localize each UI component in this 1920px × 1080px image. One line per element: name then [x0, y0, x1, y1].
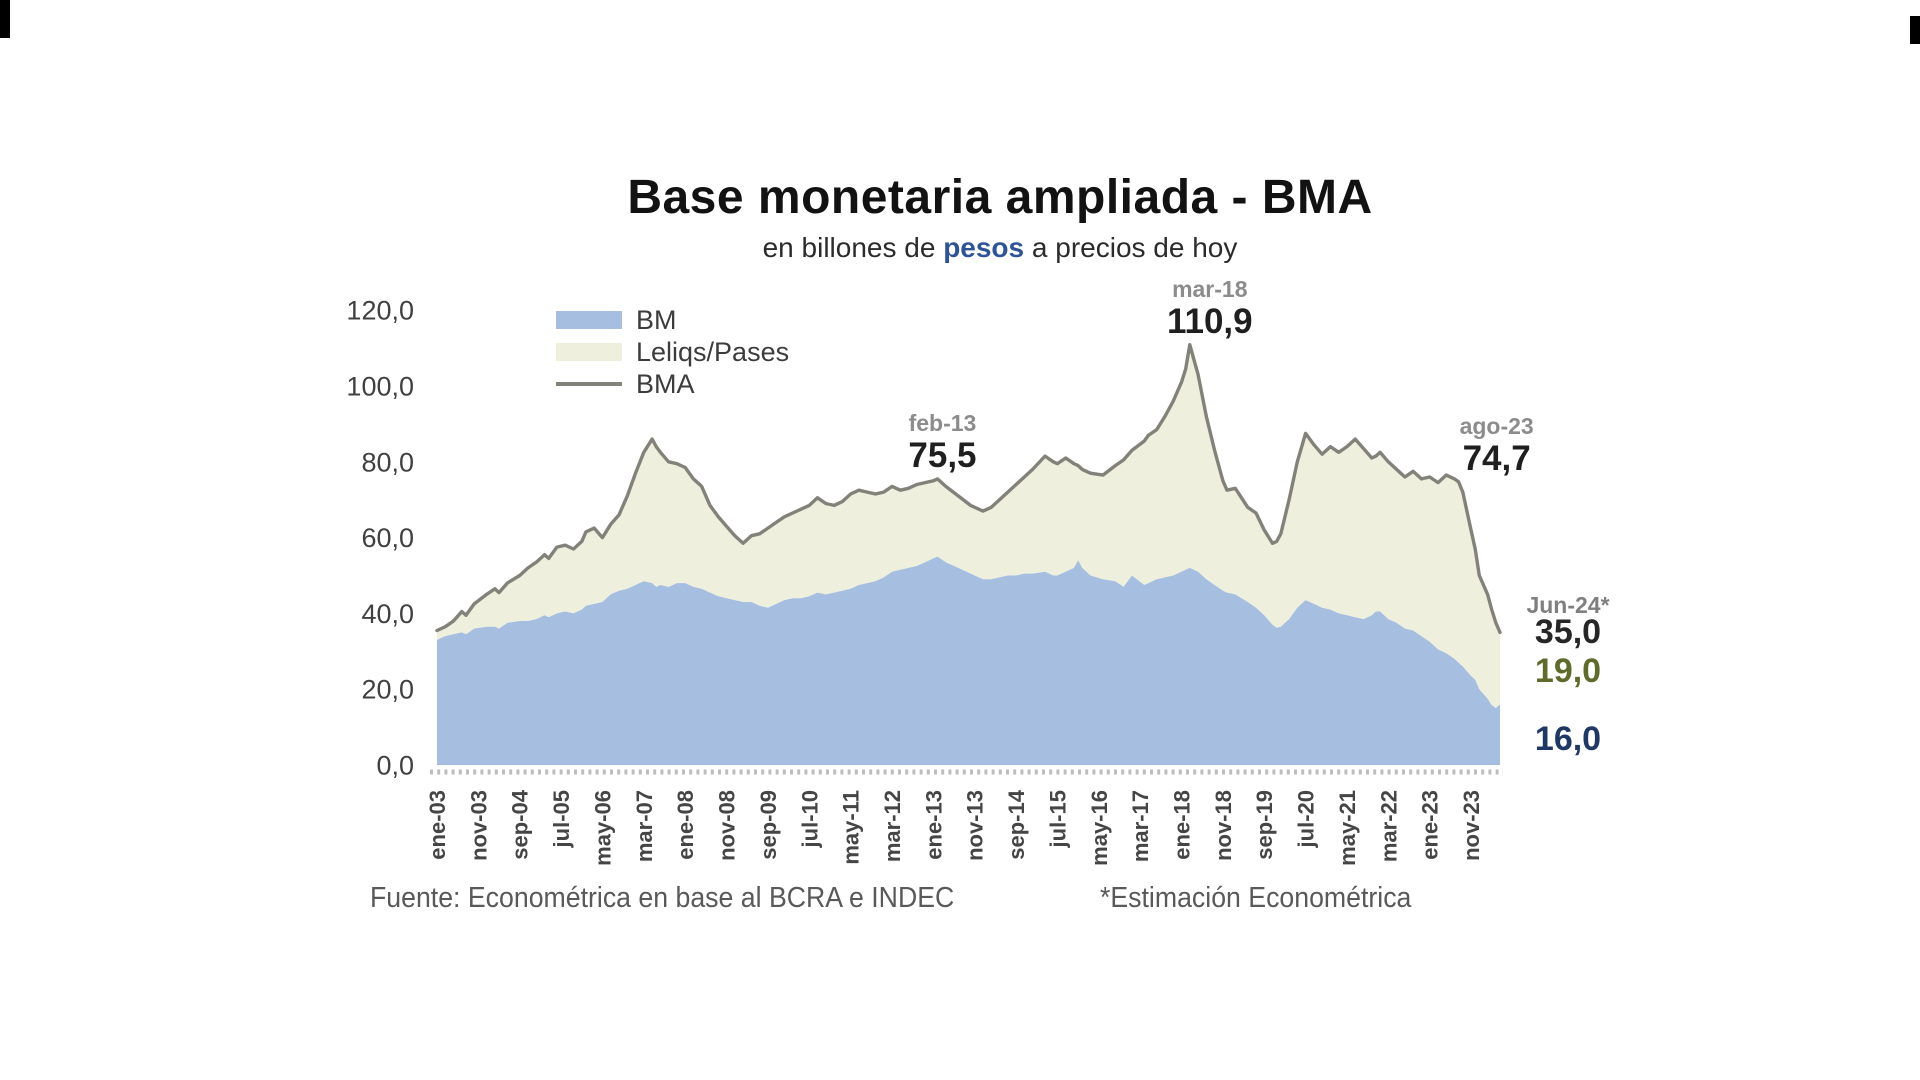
x-axis-tick-label: ene-18	[1170, 790, 1195, 860]
x-axis-tick-label: mar-07	[632, 790, 657, 862]
x-axis-tick-label: jul-10	[797, 790, 822, 848]
estimation-note: *Estimación Econométrica	[1100, 882, 1412, 914]
x-axis-tick-label: sep-14	[1004, 789, 1029, 859]
annotation-value: 75,5	[908, 435, 977, 475]
bm-area-series	[437, 556, 1500, 765]
chart-legend: BM Leliqs/Pases BMA	[556, 304, 789, 400]
screen-corner-mark-top-left	[0, 0, 10, 38]
x-axis-tick-label: nov-03	[466, 790, 491, 861]
x-axis-tick-label: ene-23	[1418, 790, 1443, 860]
annotation-ago-23: ago-23 74,7	[1412, 412, 1582, 478]
annotation-date: mar-18	[1172, 275, 1248, 302]
annotation-date: ago-23	[1459, 412, 1534, 439]
chart-subtitle: en billones de pesos a precios de hoy	[90, 232, 1910, 264]
source-note: Fuente: Econométrica en base al BCRA e I…	[370, 882, 955, 914]
x-axis-tick-label: sep-19	[1252, 790, 1277, 860]
y-axis-tick-label: 100,0	[346, 372, 414, 402]
x-axis-tick-label: mar-12	[880, 790, 905, 862]
y-axis-tick-label: 20,0	[361, 675, 414, 705]
legend-label: BMA	[636, 368, 695, 399]
x-axis-tick-label: may-06	[590, 790, 615, 866]
legend-label: BM	[636, 304, 677, 335]
y-axis-tick-label: 80,0	[361, 447, 414, 477]
y-axis-tick-label: 60,0	[361, 523, 414, 553]
x-axis-tick-label: ene-13	[921, 790, 946, 860]
x-axis-tick-label: may-11	[839, 790, 864, 865]
end-label-bma-value: 35,0	[1534, 613, 1602, 651]
screen-corner-mark-top-right	[1910, 16, 1920, 44]
annotation-mar-18: mar-18 110,9	[1125, 275, 1295, 341]
legend-line-swatch-icon	[556, 382, 622, 386]
stacked-area-chart: 0,0 20,0 40,0 60,0 80,0 100,0 120,0 ene-03 nov-0…	[346, 296, 1503, 866]
annotation-date: feb-13	[908, 409, 977, 436]
legend-row-bma: BMA	[556, 368, 789, 400]
x-axis-tick-label: ene-03	[425, 790, 450, 860]
x-axis-tick-label: jul-20	[1294, 790, 1319, 848]
x-axis-tick-label: jul-15	[1045, 790, 1070, 848]
legend-row-leliqs-pases: Leliqs/Pases	[556, 336, 789, 368]
x-axis-tick-label: mar-22	[1376, 790, 1401, 862]
end-label-leliqs-value: 19,0	[1534, 652, 1602, 690]
x-axis-tick-label: mar-17	[1128, 790, 1153, 862]
y-axis-tick-label: 40,0	[361, 599, 414, 629]
legend-area-swatch-icon	[556, 311, 622, 329]
y-axis-tick-label: 0,0	[376, 751, 414, 781]
annotation-value: 74,7	[1462, 438, 1531, 478]
x-axis-tick-label: jul-05	[549, 790, 574, 848]
x-axis-tick-label: may-16	[1087, 790, 1112, 866]
legend-label: Leliqs/Pases	[636, 336, 790, 367]
subtitle-highlight-pesos: pesos	[943, 232, 1025, 263]
subtitle-prefix: en billones de	[762, 232, 944, 263]
x-axis-tick-label: nov-08	[715, 790, 740, 861]
y-axis-tick-label: 120,0	[346, 296, 414, 326]
x-axis-tick-label: nov-18	[1211, 790, 1236, 861]
x-axis-tick-label: nov-23	[1459, 790, 1484, 861]
end-label-bm-value: 16,0	[1534, 720, 1602, 758]
subtitle-suffix: a precios de hoy	[1024, 232, 1238, 263]
x-axis-tick-label: may-21	[1335, 790, 1360, 866]
leliqs-pases-area-series	[437, 344, 1500, 709]
annotation-feb-13: feb-13 75,5	[857, 409, 1027, 475]
annotation-value: 110,9	[1166, 301, 1253, 341]
legend-row-bm: BM	[556, 304, 789, 336]
x-axis-tick-label: ene-08	[673, 790, 698, 860]
end-label-date: Jun-24*	[1526, 592, 1610, 618]
bma-line-series	[435, 342, 1502, 635]
chart-title: Base monetaria ampliada - BMA	[627, 171, 1373, 224]
x-axis-tick-label: sep-09	[756, 790, 781, 860]
x-axis-tick-label: nov-13	[963, 790, 988, 861]
legend-area-swatch-icon	[556, 343, 622, 361]
x-axis-tick-label: sep-04	[508, 789, 533, 859]
